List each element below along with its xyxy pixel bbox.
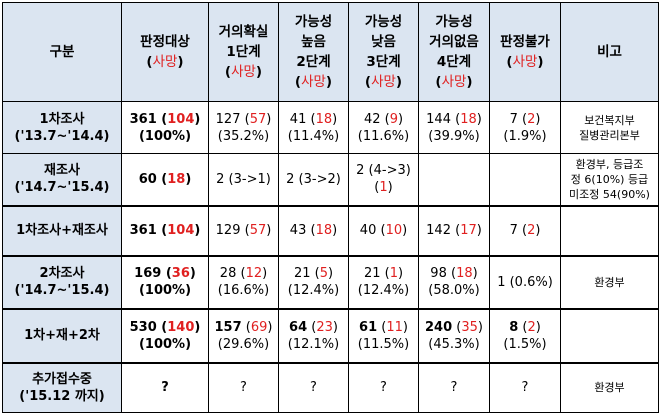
cell-stage4: ? bbox=[418, 362, 490, 413]
header-stage2: 가능성 높음 2단계 (사망) bbox=[278, 2, 349, 102]
cell-target: 530 (140) (100%) bbox=[121, 308, 209, 364]
row-label: 1차조사+재조사 bbox=[2, 205, 122, 257]
cell-undeterminable: 8 (2) (1.5%) bbox=[489, 308, 561, 364]
cell-undeterminable bbox=[489, 153, 561, 207]
cell-stage2: 64 (23) (12.1%) bbox=[278, 308, 349, 364]
cell-stage4: 142 (17) bbox=[418, 205, 490, 257]
cell-undeterminable: 7 (2) bbox=[489, 205, 561, 257]
header-stage3: 가능성 낮음 3단계 (사망) bbox=[348, 2, 419, 102]
row-label: 1차+재+2차 bbox=[2, 308, 122, 364]
table-row: 추가접수중 ('15.12 까지) ? ? ? ? ? ? 환경부 bbox=[2, 362, 659, 413]
death-verdict-table: 구분 판정대상 (사망) 거의확실 1단계 (사망) 가능성 높음 2단계 (사… bbox=[2, 2, 659, 413]
table-row: 1차+재+2차 530 (140) (100%) 157 (69) (29.6%… bbox=[2, 308, 659, 364]
cell-remarks bbox=[560, 205, 659, 257]
cell-stage1: 28 (12) (16.6%) bbox=[208, 255, 279, 310]
cell-stage2: 21 (5) (12.4%) bbox=[278, 255, 349, 310]
table-row: 2차조사 ('14.7~'15.4) 169 (36) (100%) 28 (1… bbox=[2, 255, 659, 310]
row-label: 재조사 ('14.7~'15.4) bbox=[2, 153, 122, 207]
cell-stage4: 240 (35) (45.3%) bbox=[418, 308, 490, 364]
cell-target: 169 (36) (100%) bbox=[121, 255, 209, 310]
cell-undeterminable: 7 (2) (1.9%) bbox=[489, 101, 561, 154]
cell-stage4: 98 (18) (58.0%) bbox=[418, 255, 490, 310]
cell-remarks: 환경부, 등급조 정 6(10%) 등급 미조정 54(90%) bbox=[560, 153, 659, 207]
cell-stage1: 2 (3->1) bbox=[208, 153, 279, 207]
cell-stage3: 2 (4->3) (1) bbox=[348, 153, 419, 207]
table-row: 재조사 ('14.7~'15.4) 60 (18) 2 (3->1) 2 (3-… bbox=[2, 153, 659, 207]
cell-remarks bbox=[560, 308, 659, 364]
header-row: 구분 판정대상 (사망) 거의확실 1단계 (사망) 가능성 높음 2단계 (사… bbox=[2, 2, 659, 102]
cell-stage2: 2 (3->2) bbox=[278, 153, 349, 207]
header-undeterminable: 판정불가 (사망) bbox=[489, 2, 561, 102]
cell-stage3: 40 (10) bbox=[348, 205, 419, 257]
cell-stage2: 43 (18) bbox=[278, 205, 349, 257]
cell-target: 60 (18) bbox=[121, 153, 209, 207]
cell-stage1: 129 (57) bbox=[208, 205, 279, 257]
cell-target: 361 (104) (100%) bbox=[121, 101, 209, 154]
cell-stage3: ? bbox=[348, 362, 419, 413]
cell-stage1: 157 (69) (29.6%) bbox=[208, 308, 279, 364]
table-row: 1차조사 ('13.7~'14.4) 361 (104) (100%) 127 … bbox=[2, 101, 659, 154]
cell-stage1: 127 (57) (35.2%) bbox=[208, 101, 279, 154]
cell-undeterminable: 1 (0.6%) bbox=[489, 255, 561, 310]
cell-stage3: 21 (1) (12.4%) bbox=[348, 255, 419, 310]
cell-stage3: 61 (11) (11.5%) bbox=[348, 308, 419, 364]
cell-remarks: 환경부 bbox=[560, 362, 659, 413]
cell-remarks: 보건복지부 질병관리본부 bbox=[560, 101, 659, 154]
cell-stage2: ? bbox=[278, 362, 349, 413]
header-target: 판정대상 (사망) bbox=[121, 2, 209, 102]
cell-stage2: 41 (18) (11.4%) bbox=[278, 101, 349, 154]
header-stage4: 가능성 거의없음 4단계 (사망) bbox=[418, 2, 490, 102]
row-label: 2차조사 ('14.7~'15.4) bbox=[2, 255, 122, 310]
cell-stage1: ? bbox=[208, 362, 279, 413]
cell-undeterminable: ? bbox=[489, 362, 561, 413]
row-label: 추가접수중 ('15.12 까지) bbox=[2, 362, 122, 413]
cell-target: 361 (104) bbox=[121, 205, 209, 257]
header-category: 구분 bbox=[2, 2, 122, 102]
row-label: 1차조사 ('13.7~'14.4) bbox=[2, 101, 122, 154]
cell-remarks: 환경부 bbox=[560, 255, 659, 310]
cell-stage4 bbox=[418, 153, 490, 207]
header-remarks: 비고 bbox=[560, 2, 659, 102]
cell-stage3: 42 (9) (11.6%) bbox=[348, 101, 419, 154]
header-stage1: 거의확실 1단계 (사망) bbox=[208, 2, 279, 102]
cell-stage4: 144 (18) (39.9%) bbox=[418, 101, 490, 154]
cell-target: ? bbox=[121, 362, 209, 413]
table-row: 1차조사+재조사 361 (104) 129 (57) 43 (18) 40 (… bbox=[2, 205, 659, 257]
